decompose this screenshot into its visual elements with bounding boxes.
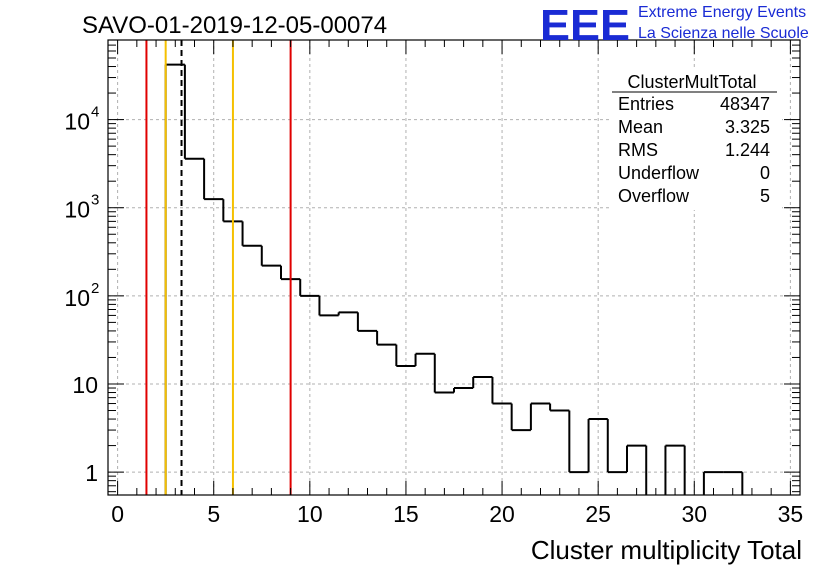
chart-title: SAVO-01-2019-12-05-00074 (82, 12, 387, 39)
stats-value-overflow: 5 (760, 186, 770, 206)
logo-line-2: La Scienza nelle Scuole (638, 25, 809, 42)
x-tick-label: 20 (489, 501, 515, 527)
stats-value-entries: 48347 (720, 94, 770, 114)
y-tick-label: 10 (64, 109, 90, 135)
y-tick-exponent: 4 (91, 104, 99, 121)
stats-box-title: ClusterMultTotal (627, 72, 756, 92)
stats-value-mean: 3.325 (725, 117, 770, 137)
stats-label-rms: RMS (618, 140, 658, 160)
stats-box-background (612, 70, 782, 210)
y-tick-label: 10 (64, 285, 90, 311)
y-tick-exponent: 2 (91, 280, 99, 297)
stats-label-mean: Mean (618, 117, 663, 137)
x-tick-label: 25 (585, 501, 611, 527)
logo-line-1: Extreme Energy Events (638, 4, 806, 21)
stats-box: ClusterMultTotal Entries 48347 Mean 3.32… (612, 70, 782, 210)
y-tick-label: 1 (85, 460, 98, 486)
stats-label-entries: Entries (618, 94, 674, 114)
plot-frame (107, 39, 801, 496)
stats-value-rms: 1.244 (725, 140, 770, 160)
y-tick-label: 10 (64, 197, 90, 223)
x-tick-label: 0 (111, 501, 124, 527)
x-axis-title: Cluster multiplicity Total (531, 535, 802, 565)
stats-label-underflow: Underflow (618, 163, 700, 183)
x-tick-label: 35 (778, 501, 804, 527)
x-tick-label: 30 (681, 501, 707, 527)
y-tick-exponent: 3 (91, 192, 99, 209)
marker-lines (145, 40, 292, 495)
x-tick-label: 5 (207, 501, 220, 527)
eee-logo-mark: EEE (540, 1, 630, 50)
stats-value-underflow: 0 (760, 163, 770, 183)
axis-ticks (108, 39, 800, 495)
x-tick-label: 15 (393, 501, 419, 527)
x-tick-label: 10 (297, 501, 323, 527)
y-tick-label: 10 (72, 372, 98, 398)
stats-label-overflow: Overflow (618, 186, 690, 206)
eee-logo: EEE Extreme Energy Events La Scienza nel… (540, 1, 809, 50)
